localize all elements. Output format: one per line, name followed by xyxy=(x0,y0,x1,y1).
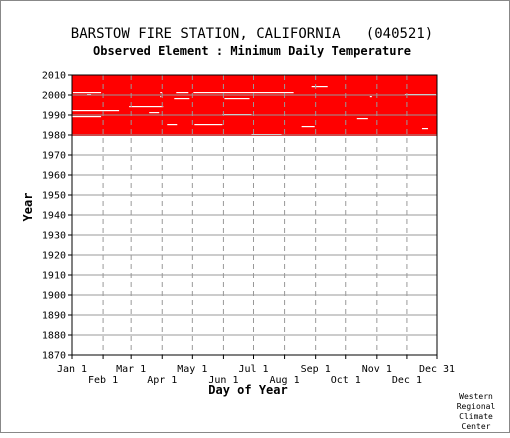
y-axis-title: Year xyxy=(21,193,35,222)
y-tick-label: 1870 xyxy=(42,351,66,362)
chart-subtitle: Observed Element : Minimum Daily Tempera… xyxy=(93,44,411,58)
x-tick-label: Oct 1 xyxy=(331,375,361,386)
data-coverage-layer xyxy=(72,75,437,136)
y-tick-label: 1930 xyxy=(42,231,66,242)
y-tick-labels: 1870 1880 1890 1900 1910 1920 1930 1940 1950 1960… xyxy=(42,71,72,362)
missing-segment xyxy=(311,86,328,88)
x-tick-label: Jun 1 xyxy=(208,375,238,386)
missing-segment xyxy=(194,124,223,126)
x-tick-label: Apr 1 xyxy=(147,375,177,386)
chart-title: BARSTOW FIRE STATION, CALIFORNIA (040521… xyxy=(71,26,433,42)
missing-segment xyxy=(421,128,428,130)
credit-line-4: Center xyxy=(462,422,491,431)
missing-segment xyxy=(72,116,102,118)
y-tick-label: 1910 xyxy=(42,271,66,282)
y-tick-label: 1920 xyxy=(42,251,66,262)
missing-segment xyxy=(167,124,178,126)
grid-layer xyxy=(72,75,437,355)
missing-segment xyxy=(174,98,190,100)
x-tick-label: Dec 31 xyxy=(419,364,455,375)
y-tick-label: 1980 xyxy=(42,131,66,142)
missing-segment xyxy=(72,110,120,112)
x-tick-label: May 1 xyxy=(177,364,207,375)
credit-line-1: Western xyxy=(459,392,493,401)
missing-segment xyxy=(176,92,189,94)
missing-segment xyxy=(193,92,294,94)
x-tick-label: Sep 1 xyxy=(301,364,331,375)
credit-block: Western Regional Climate Center xyxy=(457,392,496,431)
y-tick-label: 1960 xyxy=(42,171,66,182)
missing-segment xyxy=(160,92,163,94)
missing-segment xyxy=(160,96,162,98)
y-tick-label: 2000 xyxy=(42,91,66,102)
y-tick-label: 1990 xyxy=(42,111,66,122)
data-coverage-block xyxy=(72,75,437,136)
x-tick-label: Nov 1 xyxy=(362,364,392,375)
x-tick-label: Dec 1 xyxy=(392,375,422,386)
x-tick-label: Jul 1 xyxy=(238,364,268,375)
missing-segment xyxy=(129,106,164,108)
missing-segment xyxy=(369,96,372,98)
y-tick-label: 1940 xyxy=(42,211,66,222)
missing-segment xyxy=(73,92,102,94)
x-tick-labels: Jan 1 Mar 1 May 1 Jul 1 Sep 1 Nov 1 Dec 31 Feb … xyxy=(57,355,455,386)
x-tick-label: Jan 1 xyxy=(57,364,87,375)
x-tick-label: Feb 1 xyxy=(88,375,118,386)
y-tick-label: 2010 xyxy=(42,71,66,82)
missing-segment xyxy=(301,126,315,128)
y-tick-label: 1950 xyxy=(42,191,66,202)
credit-line-2: Regional xyxy=(457,402,496,411)
credit-line-3: Climate xyxy=(459,412,493,421)
x-tick-label: Aug 1 xyxy=(270,375,300,386)
x-axis-title: Day of Year xyxy=(208,383,287,397)
x-tick-label: Mar 1 xyxy=(116,364,146,375)
y-tick-label: 1900 xyxy=(42,291,66,302)
y-tick-label: 1890 xyxy=(42,311,66,322)
missing-segment xyxy=(149,112,160,114)
y-tick-label: 1970 xyxy=(42,151,66,162)
missing-segment xyxy=(224,98,250,100)
y-tick-label: 1880 xyxy=(42,331,66,342)
missing-segment xyxy=(356,118,368,120)
